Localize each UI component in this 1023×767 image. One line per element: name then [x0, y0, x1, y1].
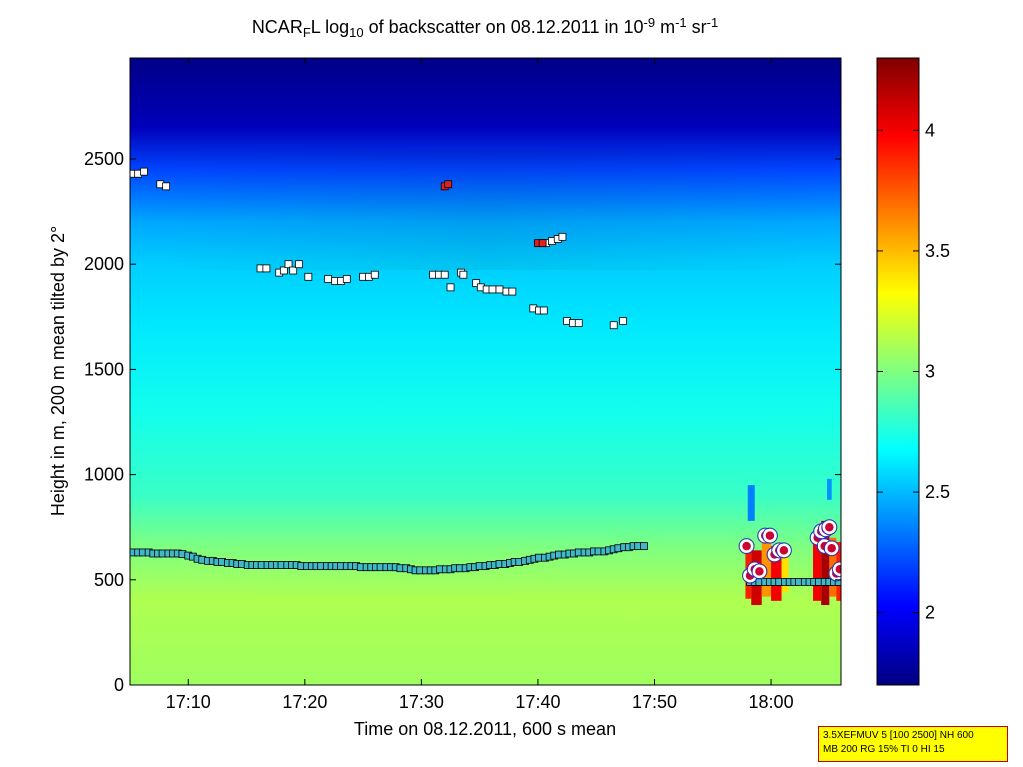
layer-marker [140, 167, 148, 176]
x-tick-label: 17:20 [282, 692, 327, 712]
title-part: -9 [644, 15, 656, 30]
y-tick-label: 1500 [84, 359, 124, 379]
colorbar-tick-label: 2.5 [925, 482, 950, 502]
x-axis: 17:10 17:20 17:30 17:40 17:50 18:00 [166, 58, 794, 712]
colorbar-tick-label: 3 [925, 362, 935, 382]
peak-marker-ring [775, 542, 792, 559]
y-axis: 0 500 1000 1500 2000 2500 [84, 149, 841, 695]
processing-info-box: 3.5XEFMUV 5 [100 2500] NH 600 MB 200 RG … [818, 726, 1008, 762]
layer-marker [440, 270, 449, 279]
title-part: F [303, 25, 311, 40]
peak-marker [833, 562, 841, 577]
layer-marker [640, 542, 648, 551]
info-line-1: 3.5XEFMUV 5 [100 2500] NH 600 [823, 730, 974, 741]
y-tick-label: 1000 [84, 465, 124, 485]
layer-marker [304, 272, 313, 281]
peak-marker-ring [761, 527, 778, 544]
layer-marker [495, 285, 504, 294]
layer-marker [574, 319, 583, 328]
layer-marker [459, 270, 468, 279]
y-tick-label: 2000 [84, 254, 124, 274]
layer-marker [284, 260, 293, 269]
marker-layer [130, 167, 841, 586]
layer-marker [162, 182, 171, 191]
peak-marker-ring [831, 561, 841, 578]
peak-marker-ring [821, 519, 838, 536]
title-part: sr [687, 17, 707, 37]
layer-marker [342, 275, 351, 283]
plot-area [130, 58, 841, 685]
layer-marker [538, 239, 547, 248]
peak-marker-ring [751, 563, 768, 580]
x-tick-label: 17:50 [632, 692, 677, 712]
y-axis-label: Height in m, 200 m mean tilted by 2° [48, 226, 68, 516]
field-shading [130, 150, 841, 270]
backscatter-burst [827, 478, 832, 500]
peak-marker [824, 541, 839, 555]
layer-marker [488, 285, 497, 294]
backscatter-burst [747, 485, 755, 521]
layer-marker [370, 270, 379, 279]
peak-marker-ring [738, 538, 755, 555]
colorbar-ticks: 2 2.5 3 3.5 4 [877, 120, 950, 623]
title-part: of backscatter on 08.12.2011 in 10 [364, 17, 644, 37]
layer-marker [539, 306, 548, 315]
peak-marker [777, 543, 791, 558]
layer-marker [558, 232, 567, 241]
y-tick-label: 2500 [84, 149, 124, 169]
colorbar-tick-label: 3.5 [925, 241, 950, 261]
layer-marker [324, 275, 333, 283]
backscatter-burst [781, 554, 789, 593]
y-tick-label: 0 [114, 675, 124, 695]
peak-marker [739, 539, 754, 553]
layer-marker [295, 260, 303, 269]
title-part: L log [311, 17, 349, 37]
layer-marker [508, 287, 517, 296]
x-tick-label: 17:30 [399, 692, 444, 712]
x-tick-label: 17:10 [166, 692, 211, 712]
layer-marker [289, 266, 298, 275]
backscatter-burst [771, 546, 782, 601]
backscatter-burst [821, 520, 830, 606]
title-part: 10 [349, 25, 363, 40]
backscatter-burst [813, 533, 822, 601]
title-part: -1 [707, 15, 719, 30]
chart-title: NCARFL log10 of backscatter on 08.12.201… [252, 15, 718, 40]
backscatter-burst [761, 533, 772, 597]
info-line-2: MB 200 RG 15% TI 0 HI 15 [823, 744, 945, 755]
layer-marker [609, 321, 618, 330]
y-tick-label: 500 [94, 570, 124, 590]
x-axis-label: Time on 08.12.2011, 600 s mean [354, 719, 616, 739]
peak-marker-ring [823, 540, 840, 557]
colorbar [876, 57, 920, 686]
layer-marker [472, 279, 481, 288]
peak-marker [763, 528, 777, 543]
peak-marker [752, 564, 767, 579]
layer-marker [444, 180, 453, 189]
layer-marker [262, 264, 271, 273]
layer-marker [446, 283, 455, 292]
title-part: NCAR [252, 17, 303, 37]
plot-frame [129, 57, 842, 686]
x-tick-label: 18:00 [749, 692, 794, 712]
layer-marker [619, 317, 627, 325]
layer-marker [279, 266, 288, 275]
colorbar-tick-label: 2 [925, 603, 935, 623]
colorbar-tick-label: 4 [925, 120, 935, 140]
x-tick-label: 17:40 [515, 692, 560, 712]
title-part: m [655, 17, 675, 37]
peak-marker [822, 520, 837, 534]
title-part: -1 [675, 15, 687, 30]
